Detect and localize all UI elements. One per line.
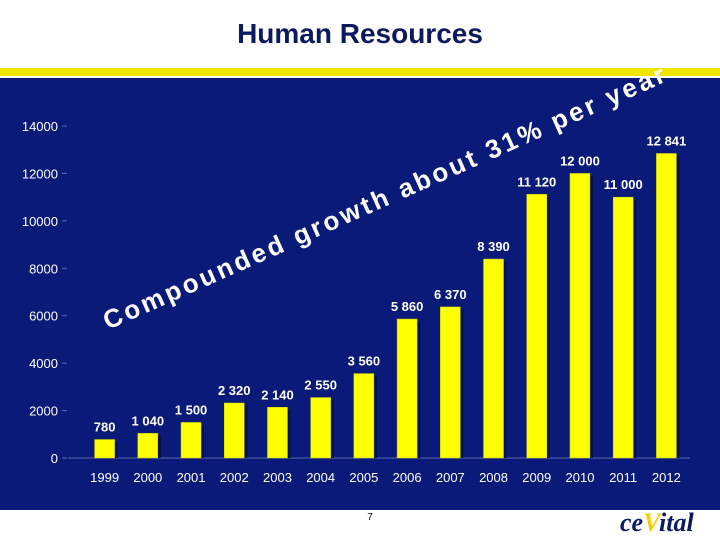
title-underline [0,68,720,76]
data-label: 2 140 [261,387,294,402]
data-label: 1 500 [175,402,208,417]
data-label: 3 560 [348,354,381,369]
x-tick-label: 2009 [522,470,551,485]
x-tick-label: 2012 [652,470,681,485]
bar-2008 [483,258,504,459]
x-tick-label: 2003 [263,470,292,485]
cevital-logo: ceVital [620,508,694,537]
data-label: 6 370 [434,287,467,302]
x-tick-label: 2006 [393,470,422,485]
data-label: 1 040 [132,413,165,428]
x-tick-label: 2004 [306,470,335,485]
bar-1999 [94,439,115,459]
x-tick-label: 2008 [479,470,508,485]
bar-2002 [224,402,245,459]
bars [94,153,680,459]
x-tick-label: 2001 [177,470,206,485]
x-tick-label: 2010 [566,470,595,485]
x-tick-label: 2000 [133,470,162,485]
bar-2005 [353,373,375,459]
y-tick-label: 10000 [22,214,58,229]
y-tick-label: 4000 [29,356,58,371]
data-label: 8 390 [477,239,510,254]
data-label: 11 000 [604,177,643,192]
bar-2000 [137,433,159,459]
data-label: 5 860 [391,299,424,314]
y-tick-label: 14000 [22,119,58,134]
data-label: 2 320 [218,383,251,398]
bar-2007 [440,306,461,459]
bar-2012 [656,153,677,459]
y-tick-label: 0 [51,451,58,466]
y-axis: 0 2000 4000 6000 8000 10000 12000 14000 [22,119,67,466]
bar-2004 [310,397,331,459]
x-tick-label: 2002 [220,470,249,485]
data-label: 2 550 [304,378,337,393]
x-axis: 1999 2000 2001 2002 2003 2004 2005 2006 2007 2008… [90,470,681,485]
bar-2001 [180,422,202,459]
data-label: 780 [94,420,116,435]
bar-2009 [526,194,547,459]
y-tick-label: 2000 [29,404,58,419]
y-tick-label: 8000 [29,261,58,276]
x-tick-label: 2011 [609,470,637,485]
x-tick-label: 1999 [90,470,119,485]
page-title: Human Resources [237,18,483,49]
data-labels: 780 1 040 1 500 2 320 2 140 2 550 3 560 5 860 6 … [94,133,687,434]
bar-2006 [396,318,418,459]
y-tick-label: 12000 [22,166,58,181]
bar-2010 [569,173,591,459]
data-label: 12 000 [560,153,600,168]
data-label: 12 841 [647,133,687,148]
x-tick-label: 2007 [436,470,465,485]
data-label: 11 120 [517,174,556,189]
y-tick-label: 6000 [29,309,58,324]
page-number: 7 [367,512,373,523]
bar-2003 [267,407,288,459]
bar-2011 [612,196,634,459]
x-tick-label: 2005 [349,470,378,485]
